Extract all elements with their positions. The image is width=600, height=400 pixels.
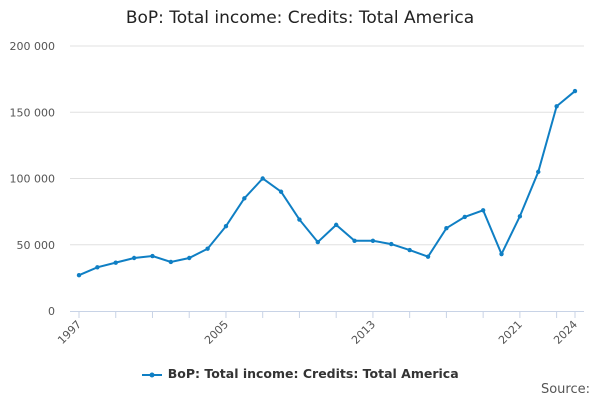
data-point <box>76 273 82 278</box>
data-point <box>444 225 449 231</box>
data-point <box>297 217 302 222</box>
data-point <box>480 208 486 213</box>
data-point <box>278 189 284 194</box>
data-point <box>389 241 394 247</box>
data-point <box>113 260 118 265</box>
data-point <box>370 238 376 243</box>
data-point <box>352 238 357 243</box>
legend-marker-icon <box>142 372 163 377</box>
data-point <box>572 88 578 94</box>
series-line <box>78 90 576 277</box>
y-tick-label: 0 <box>48 305 55 318</box>
data-point <box>95 265 100 270</box>
y-tick-label: 200 000 <box>10 40 56 53</box>
data-point <box>187 255 192 261</box>
data-point <box>260 176 265 181</box>
data-point <box>168 259 174 265</box>
data-point <box>150 253 155 259</box>
data-point <box>499 251 504 257</box>
x-tick-label: 2013 <box>349 318 378 347</box>
data-point <box>407 247 412 253</box>
chart-title: BoP: Total income: Credits: Total Americ… <box>125 8 475 28</box>
data-point <box>517 214 523 219</box>
y-tick-label: 100 000 <box>10 173 56 186</box>
x-tick-label: 2005 <box>202 318 231 347</box>
data-point <box>425 254 431 259</box>
data-point <box>242 196 247 201</box>
y-tick-label: 150 000 <box>10 106 56 119</box>
legend-label: BoP: Total income: Credits: Total Americ… <box>167 366 459 381</box>
x-tick-label: 2024 <box>551 318 580 347</box>
data-point <box>462 214 467 220</box>
data-point <box>554 104 559 109</box>
data-point <box>536 169 541 175</box>
data-point <box>333 222 339 228</box>
x-tick-label: 2021 <box>496 318 525 347</box>
data-point <box>131 255 137 261</box>
x-tick-label: 1997 <box>55 318 84 347</box>
data-point <box>315 239 321 245</box>
legend: BoP: Total income: Credits: Total Americ… <box>0 366 600 381</box>
data-point <box>223 224 229 229</box>
y-tick-label: 50 000 <box>17 239 56 252</box>
source-label: Source: <box>540 382 590 397</box>
data-point <box>205 246 210 251</box>
